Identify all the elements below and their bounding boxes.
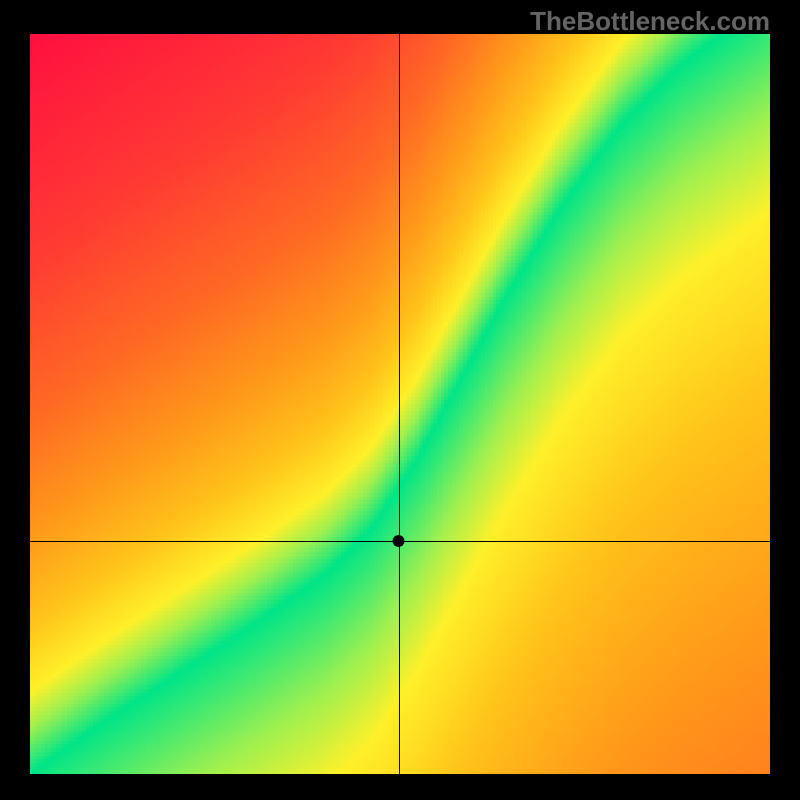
chart-container: { "watermark": { "text": "TheBottleneck.… bbox=[0, 0, 800, 800]
crosshair-overlay bbox=[0, 0, 800, 800]
watermark-text: TheBottleneck.com bbox=[530, 6, 770, 37]
